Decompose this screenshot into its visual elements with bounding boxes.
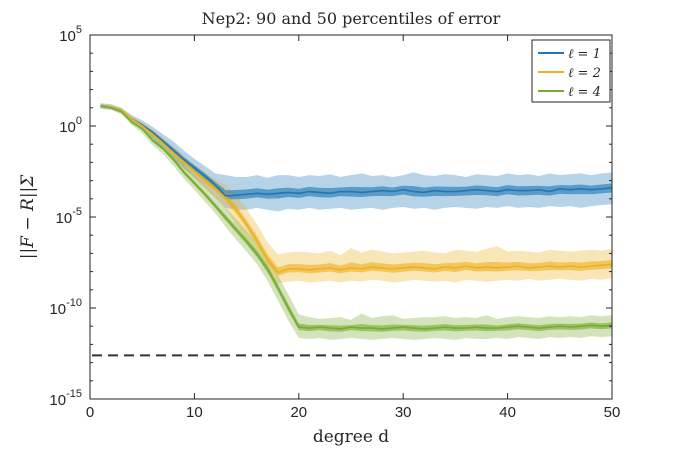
x-axis-label-text: degree d [313, 427, 389, 447]
x-tick-label: 40 [499, 404, 516, 421]
median-line-series-2 [100, 105, 613, 274]
y-tick-label-exponent: -5 [72, 206, 82, 218]
y-tick-label-exponent: -10 [66, 297, 82, 309]
y-tick-label-base: 10 [49, 301, 66, 318]
median-line-series-3 [100, 105, 613, 330]
percentile-50-bands [100, 105, 612, 332]
plot-area [90, 35, 612, 399]
y-tick-label-exponent: 5 [76, 24, 82, 36]
y-tick-label: 10-15 [49, 388, 82, 409]
y-tick-label-exponent: 0 [76, 115, 82, 127]
band-50-series-1 [100, 105, 612, 200]
y-tick-label: 10-5 [56, 206, 82, 227]
y-tick-label-base: 10 [59, 119, 76, 136]
x-tick-label: 30 [395, 404, 412, 421]
y-tick-label-base: 10 [59, 28, 76, 45]
x-tick-label: 20 [290, 404, 307, 421]
legend: ℓ = 1 ℓ = 2 ℓ = 4 [531, 39, 611, 103]
x-tick-label: 10 [186, 404, 203, 421]
y-tick-label: 100 [59, 115, 82, 136]
median-lines [100, 105, 613, 330]
median-line-series-1 [100, 105, 613, 197]
x-axis-ticks: 0 10 20 30 40 50 [86, 35, 621, 421]
x-tick-label: 50 [604, 404, 621, 421]
legend-label: ℓ = 2 [568, 66, 601, 81]
y-tick-label-base: 10 [49, 392, 66, 409]
band-90-series-1 [100, 103, 612, 212]
legend-label: ℓ = 1 [568, 47, 601, 62]
x-tick-label: 0 [86, 404, 94, 421]
y-tick-label: 105 [59, 24, 82, 45]
y-tick-label-base: 10 [56, 210, 73, 227]
legend-label: ℓ = 4 [568, 85, 601, 100]
y-tick-label: 10-10 [49, 297, 82, 318]
y-tick-label-exponent: -15 [66, 388, 82, 400]
x-axis-label: degree d [313, 427, 389, 447]
chart-title: Nep2: 90 and 50 percentiles of error [202, 9, 501, 28]
y-axis-label: ||F − R||Σ [18, 174, 38, 260]
